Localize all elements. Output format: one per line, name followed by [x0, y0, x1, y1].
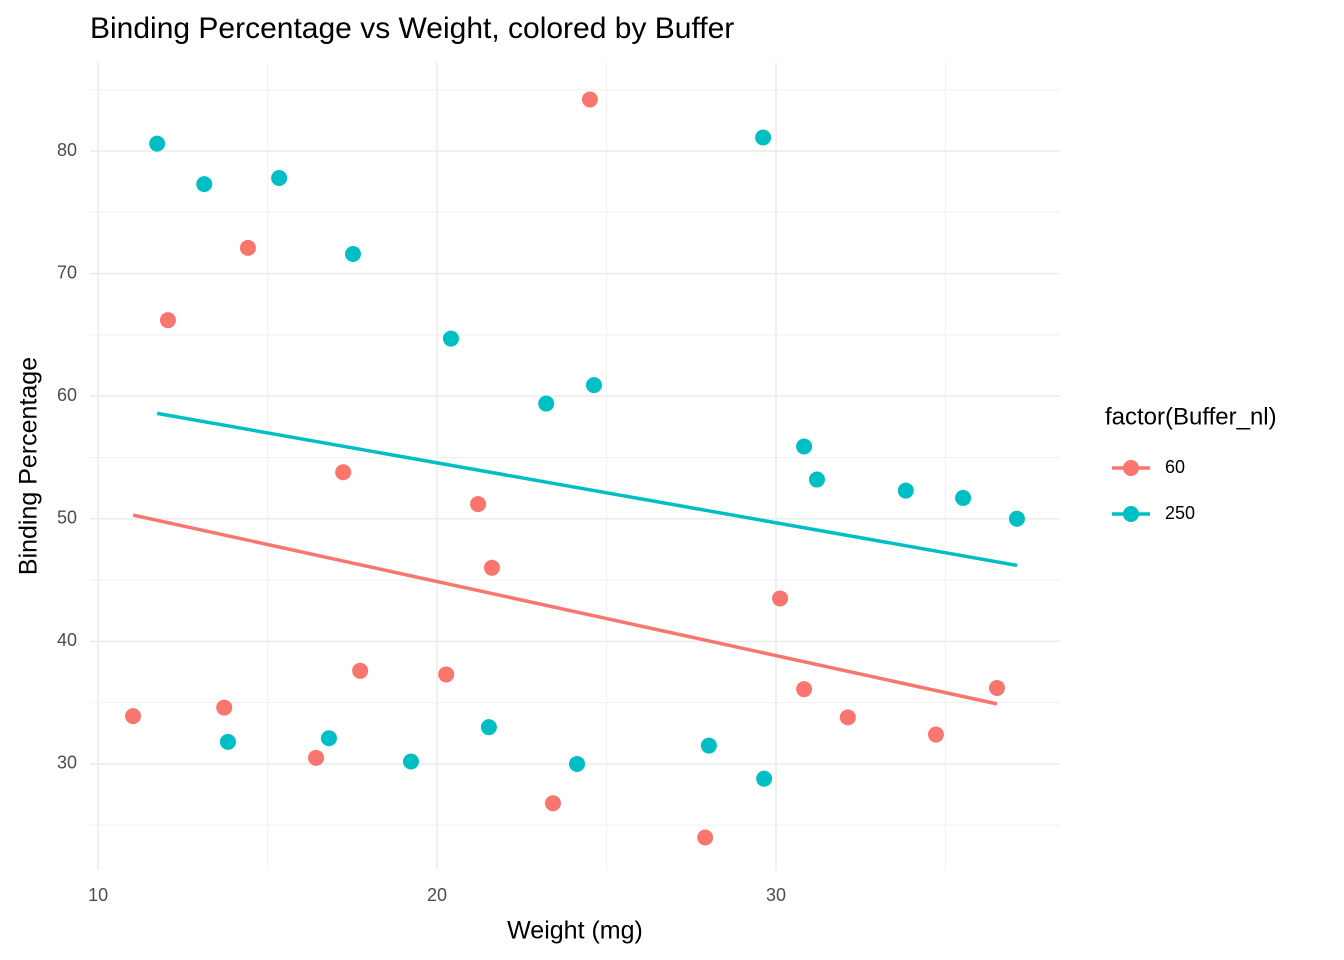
point: [772, 590, 789, 607]
legend-title: factor(Buffer_nl): [1105, 403, 1277, 430]
x-tick-label: 30: [766, 885, 786, 905]
y-tick-label: 30: [57, 753, 77, 773]
point: [480, 719, 497, 736]
point: [216, 699, 233, 716]
point: [927, 726, 944, 743]
point: [239, 239, 256, 256]
chart-title: Binding Percentage vs Weight, colored by…: [90, 12, 734, 45]
point: [345, 245, 362, 262]
y-tick-label: 80: [57, 140, 77, 160]
trend-line: [132, 513, 998, 706]
y-tick-label: 40: [57, 630, 77, 650]
y-tick-label: 60: [57, 385, 77, 405]
point: [442, 330, 459, 347]
point: [955, 489, 972, 506]
legend-label: 60: [1165, 457, 1185, 477]
point: [544, 795, 561, 812]
point: [125, 708, 142, 725]
point: [219, 733, 236, 750]
point: [1008, 510, 1025, 527]
point: [159, 312, 176, 329]
x-axis-title: Weight (mg): [507, 917, 643, 945]
point: [438, 666, 455, 683]
point: [585, 377, 602, 394]
point: [320, 730, 337, 747]
point: [483, 559, 500, 576]
point: [897, 482, 914, 499]
point: [149, 135, 166, 152]
point: [402, 753, 419, 770]
point: [335, 464, 352, 481]
point: [569, 755, 586, 772]
point: [700, 737, 717, 754]
point: [352, 662, 369, 679]
point: [988, 679, 1005, 696]
legend-key-point: [1123, 460, 1139, 476]
point: [581, 91, 598, 108]
point: [308, 749, 325, 766]
point: [697, 829, 714, 846]
point: [796, 681, 813, 698]
legend-label: 250: [1165, 503, 1195, 523]
point: [470, 496, 487, 513]
point: [839, 709, 856, 726]
trend-line: [156, 411, 1018, 568]
x-tick-label: 20: [427, 885, 447, 905]
point: [756, 770, 773, 787]
point: [538, 395, 555, 412]
y-tick-label: 70: [57, 262, 77, 282]
y-tick-label: 50: [57, 508, 77, 528]
y-axis-title: Binding Percentage: [15, 357, 43, 575]
point: [796, 438, 813, 455]
point: [808, 471, 825, 488]
x-tick-label: 10: [88, 885, 108, 905]
point: [271, 169, 288, 186]
legend-key-point: [1123, 506, 1139, 522]
point: [196, 176, 213, 193]
point: [755, 129, 772, 146]
